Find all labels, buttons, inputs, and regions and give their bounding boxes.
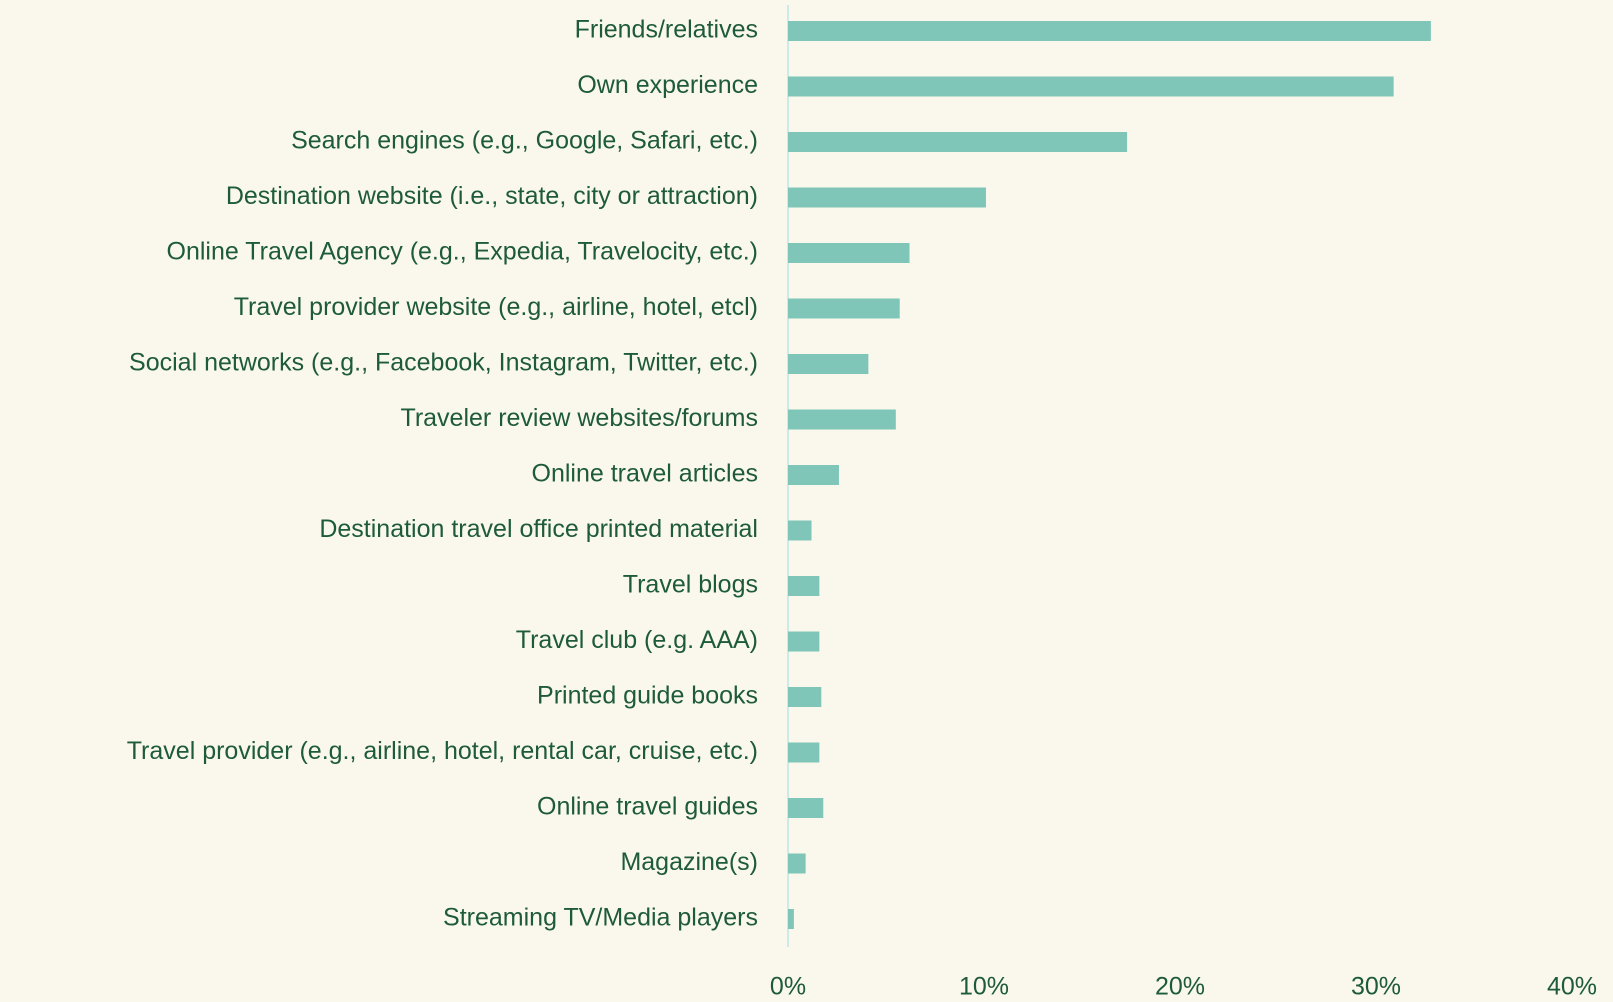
y-tick-label: Streaming TV/Media players [443,904,758,932]
y-tick-label: Online Travel Agency (e.g., Expedia, Tra… [167,238,758,266]
bar [788,21,1431,41]
bar [788,243,910,263]
bar [788,354,869,374]
y-tick-label: Social networks (e.g., Facebook, Instagr… [129,349,758,377]
y-tick-label: Online travel articles [532,460,758,488]
y-tick-label: Search engines (e.g., Google, Safari, et… [291,127,758,155]
y-tick-label: Destination travel office printed materi… [319,515,758,543]
y-tick-label: Own experience [577,71,758,99]
bar [788,76,1394,97]
bar [788,132,1128,152]
bar [788,909,794,929]
x-tick-label: 30% [1351,973,1401,1001]
y-tick-label: Online travel guides [537,793,758,821]
bar [788,298,900,319]
x-tick-label: 40% [1547,973,1597,1001]
bar [788,742,820,763]
y-tick-label: Travel club (e.g. AAA) [516,626,758,654]
bar [788,798,824,818]
bar [788,687,822,707]
y-tick-label: Travel blogs [623,571,758,599]
y-tick-label: Destination website (i.e., state, city o… [226,182,758,210]
bar [788,409,896,430]
bar [788,187,986,208]
y-tick-label: Traveler review websites/forums [400,404,758,432]
bar [788,631,820,652]
bar [788,465,839,485]
y-tick-label: Printed guide books [537,682,758,710]
y-tick-label: Friends/relatives [575,16,758,44]
y-tick-label: Magazine(s) [620,848,758,876]
bar [788,853,806,874]
y-tick-label: Travel provider (e.g., airline, hotel, r… [127,737,758,765]
bar [788,520,812,541]
x-tick-label: 20% [1155,973,1205,1001]
y-tick-label: Travel provider website (e.g., airline, … [234,293,758,321]
x-tick-label: 0% [770,973,806,1001]
x-tick-label: 10% [959,973,1009,1001]
bar [788,576,820,596]
